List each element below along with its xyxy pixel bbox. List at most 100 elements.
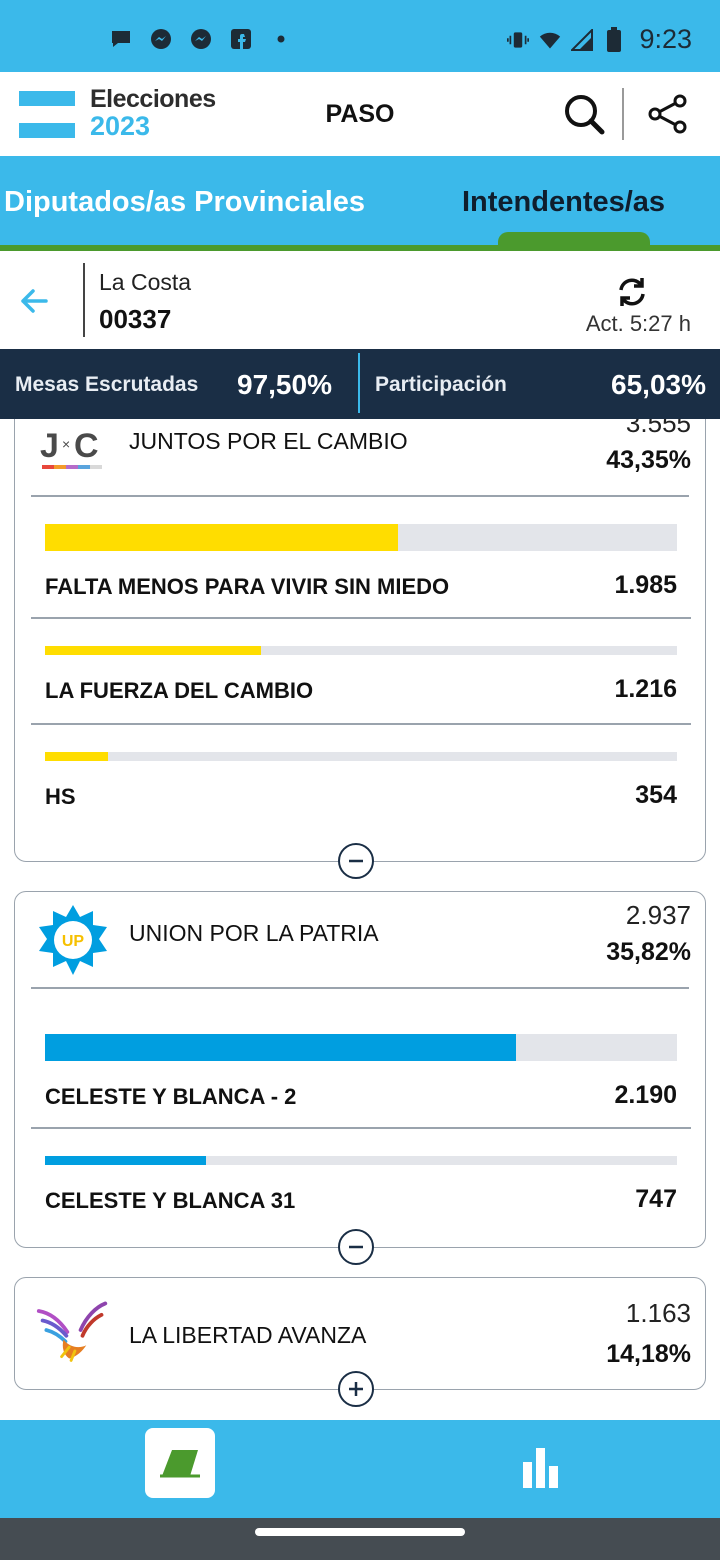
list-item: LA FUERZA DEL CAMBIO 1.216 (31, 646, 691, 726)
list-item: FALTA MENOS PARA VIVIR SIN MIEDO 1.985 (31, 524, 691, 619)
party-votes: 3.555 (625, 419, 691, 438)
list-votes: 2.190 (614, 1081, 677, 1109)
svg-text:J: J (40, 427, 59, 465)
minus-icon (349, 859, 363, 863)
vibrate-icon (507, 29, 530, 51)
list-votes: 1.216 (614, 675, 677, 703)
party-header[interactable]: LA LIBERTAD AVANZA 1.163 14,18% (15, 1278, 705, 1374)
home-gesture-bar[interactable] (255, 1528, 465, 1536)
app-logo: Elecciones 2023 (90, 86, 216, 140)
tab-bar: Diputados/as Provinciales Intendentes/as (0, 156, 720, 251)
share-button[interactable] (644, 90, 692, 138)
collapse-button[interactable] (338, 843, 374, 879)
tab-intendentes[interactable]: Intendentes/as (462, 186, 666, 218)
list-name: CELESTE Y BLANCA 31 (45, 1188, 296, 1213)
participacion-label: Participación (375, 373, 507, 396)
location-divider (83, 263, 85, 337)
party-name: UNION POR LA PATRIA (129, 920, 379, 946)
svg-text:UP: UP (62, 933, 85, 950)
wifi-icon (539, 29, 561, 51)
bar-chart-icon (523, 1448, 558, 1488)
refresh-button[interactable] (612, 273, 652, 311)
location-bar: La Costa 00337 Act. 5:27 h (0, 251, 720, 349)
mesas-escrutadas-value: 97,50% (237, 369, 332, 400)
status-bar: 9:23 (0, 0, 720, 72)
stats-divider (358, 353, 360, 413)
back-button[interactable] (14, 281, 54, 321)
party-card-la-libertad-avanza[interactable]: LA LIBERTAD AVANZA 1.163 14,18% (14, 1277, 706, 1407)
tab-diputados-provinciales[interactable]: Diputados/as Provinciales (4, 186, 366, 218)
system-navigation-bar (0, 1518, 720, 1560)
divider (31, 723, 691, 725)
party-header[interactable]: J × C JUNTOS POR EL CAMBIO 3.555 43,35% (15, 419, 705, 497)
nav-results-button[interactable] (145, 1428, 215, 1498)
stats-bar: Mesas Escrutadas 97,50% Participación 65… (0, 349, 720, 419)
mesas-escrutadas-label: Mesas Escrutadas (15, 373, 199, 396)
location-name: La Costa (99, 269, 192, 295)
list-votes: 1.985 (614, 571, 677, 599)
app-header: Elecciones 2023 PASO (0, 72, 720, 156)
divider (31, 1127, 691, 1129)
plus-icon (349, 1382, 363, 1396)
chat-bubble-icon (110, 28, 132, 50)
list-votes: 354 (635, 781, 677, 809)
header-divider (622, 88, 624, 140)
signal-icon (571, 28, 594, 51)
dot-icon (270, 28, 292, 50)
party-card-juntos-por-el-cambio[interactable]: J × C JUNTOS POR EL CAMBIO 3.555 43,35% … (14, 419, 706, 879)
list-item: CELESTE Y BLANCA - 2 2.190 (31, 1034, 691, 1129)
vote-bar-fill (45, 646, 262, 655)
arrow-left-icon (21, 289, 48, 313)
vote-bar (45, 524, 677, 551)
minus-icon (349, 1245, 363, 1249)
vote-bar (45, 752, 677, 761)
search-icon (565, 95, 605, 135)
list-item: HS 354 (31, 752, 691, 832)
list-votes: 747 (635, 1185, 677, 1213)
party-votes: 2.937 (625, 900, 691, 930)
facebook-icon (230, 28, 252, 50)
list-name: FALTA MENOS PARA VIVIR SIN MIEDO (45, 574, 450, 599)
location-code: 00337 (99, 304, 172, 334)
ballot-box-icon (160, 1450, 200, 1478)
logo-year: 2023 (90, 111, 151, 141)
party-name: LA LIBERTAD AVANZA (129, 1322, 367, 1348)
messenger-icon (190, 28, 212, 50)
vote-bar (45, 1156, 677, 1165)
party-percentage: 14,18% (606, 1340, 691, 1368)
nav-stats-button[interactable] (518, 1438, 564, 1488)
search-button[interactable] (560, 90, 608, 138)
expand-button[interactable] (338, 1371, 374, 1407)
vote-bar-fill (45, 1034, 517, 1061)
argentina-flag-icon (19, 91, 75, 139)
share-icon (648, 94, 687, 134)
divider (31, 617, 691, 619)
results-list[interactable]: J × C JUNTOS POR EL CAMBIO 3.555 43,35% … (0, 419, 720, 1420)
vote-bar-fill (45, 524, 398, 551)
tab-bar-underline (0, 245, 720, 251)
participacion-value: 65,03% (611, 369, 706, 400)
refresh-icon (619, 278, 645, 306)
vote-bar (45, 646, 677, 655)
svg-text:×: × (62, 436, 70, 452)
clock: 9:23 (639, 24, 692, 54)
list-name: HS (45, 784, 76, 809)
logo-title: Elecciones (90, 85, 216, 113)
notification-icons (110, 28, 292, 50)
party-header[interactable]: UP UNION POR LA PATRIA 2.937 35,82% (15, 892, 705, 989)
last-updated: Act. 5:27 h (585, 311, 691, 336)
la-libertad-avanza-logo (35, 1296, 111, 1366)
party-name: JUNTOS POR EL CAMBIO (129, 428, 408, 454)
party-card-union-por-la-patria[interactable]: UP UNION POR LA PATRIA 2.937 35,82% CELE… (14, 891, 706, 1265)
vote-bar-fill (45, 1156, 206, 1165)
active-tab-indicator (498, 232, 650, 246)
svg-text:C: C (74, 427, 99, 465)
list-item: CELESTE Y BLANCA 31 747 (31, 1156, 691, 1236)
list-name: CELESTE Y BLANCA - 2 (45, 1084, 297, 1109)
bottom-nav (0, 1420, 720, 1518)
list-name: LA FUERZA DEL CAMBIO (45, 678, 314, 703)
divider (31, 495, 689, 497)
collapse-button[interactable] (338, 1229, 374, 1265)
vote-bar (45, 1034, 677, 1061)
juntos-por-el-cambio-logo: J × C (35, 419, 111, 484)
